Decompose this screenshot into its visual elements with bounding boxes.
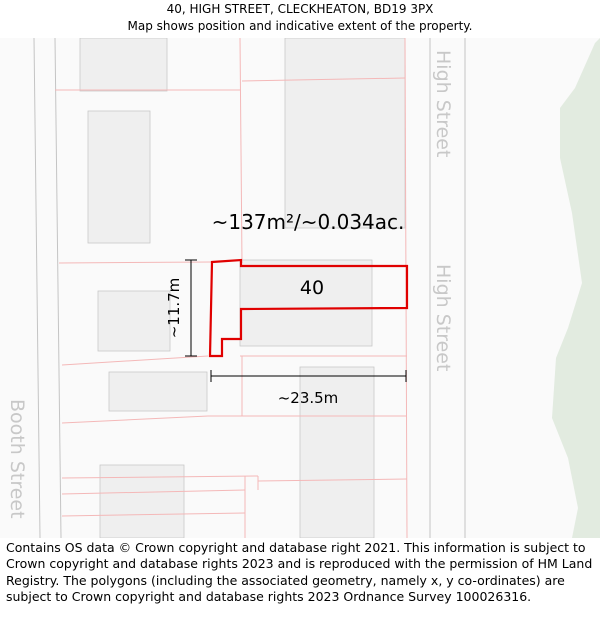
map-header: 40, HIGH STREET, CLECKHEATON, BD19 3PX M… — [0, 1, 600, 35]
property-address: 40, HIGH STREET, CLECKHEATON, BD19 3PX — [166, 2, 434, 16]
height-dimension — [185, 259, 197, 357]
property-boundary[interactable] — [208, 258, 409, 358]
map-subtitle: Map shows position and indicative extent… — [127, 19, 473, 33]
green-space — [552, 38, 600, 538]
plot-number: 40 — [300, 277, 324, 299]
street-label-booth-street: Booth Street — [6, 399, 28, 519]
property-map[interactable]: High Street High Street Booth Street ~13… — [0, 38, 600, 538]
width-dimension — [210, 370, 407, 382]
street-label-high-street-upper: High Street — [432, 50, 454, 157]
width-label: ~23.5m — [278, 389, 339, 407]
road-edges — [33, 38, 466, 538]
area-label: ~137m²/~0.034ac. — [212, 210, 405, 234]
attribution-text: Contains OS data © Crown copyright and d… — [6, 540, 593, 604]
height-label: ~11.7m — [165, 278, 183, 339]
street-label-high-street-lower: High Street — [432, 264, 454, 371]
